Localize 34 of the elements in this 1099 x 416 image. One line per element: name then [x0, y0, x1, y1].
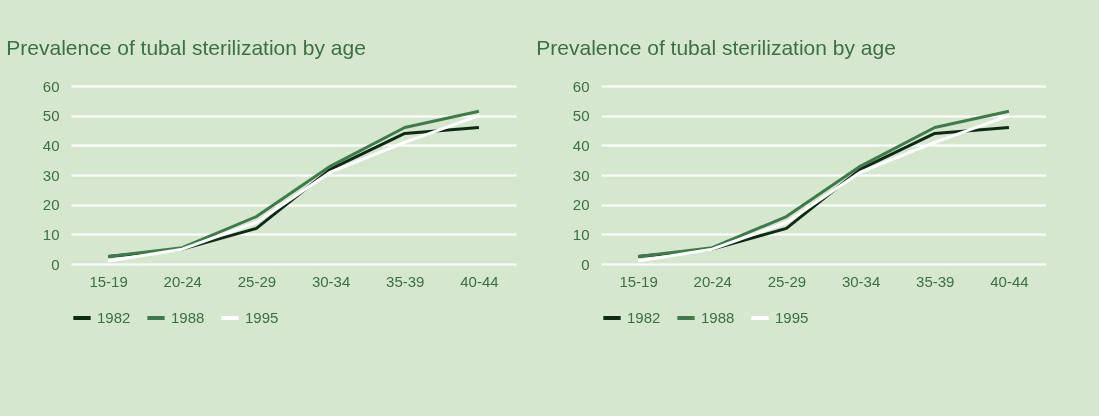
chart-title: Prevalence of tubal sterilization by age	[536, 36, 896, 59]
x-tick-label: 20-24	[693, 272, 732, 290]
legend-label: 1988	[171, 309, 205, 326]
y-tick-label: 10	[572, 225, 590, 243]
x-tick-label: 30-34	[841, 272, 881, 290]
y-tick-label: 50	[572, 107, 590, 125]
legend-label: 1995	[245, 309, 279, 326]
y-tick-label: 30	[42, 166, 60, 184]
y-tick-label: 10	[42, 225, 60, 243]
x-tick-label: 35-39	[386, 272, 425, 290]
x-tick-label: 15-19	[619, 272, 658, 290]
y-tick-label: 30	[572, 166, 590, 184]
x-tick-label: 30-34	[311, 272, 351, 290]
y-tick-label: 60	[42, 77, 60, 95]
x-tick-label: 40-44	[460, 272, 499, 290]
y-tick-label: 20	[572, 196, 590, 214]
x-tick-label: 20-24	[163, 272, 202, 290]
legend-label: 1995	[775, 309, 809, 326]
x-tick-label: 25-29	[237, 272, 277, 290]
y-tick-label: 40	[572, 136, 590, 154]
y-tick-label: 0	[581, 255, 590, 273]
x-tick-label: 40-44	[990, 272, 1029, 290]
y-tick-label: 0	[51, 255, 60, 273]
legend-label: 1988	[701, 309, 735, 326]
y-tick-label: 40	[42, 136, 60, 154]
y-tick-label: 60	[572, 77, 590, 95]
x-tick-label: 35-39	[916, 272, 955, 290]
chart-title: Prevalence of tubal sterilization by age	[6, 36, 366, 59]
y-tick-label: 50	[42, 107, 60, 125]
legend-label: 1982	[97, 309, 131, 326]
x-tick-label: 25-29	[767, 272, 807, 290]
legend-label: 1982	[627, 309, 661, 326]
y-tick-label: 20	[42, 196, 60, 214]
x-tick-label: 15-19	[89, 272, 128, 290]
